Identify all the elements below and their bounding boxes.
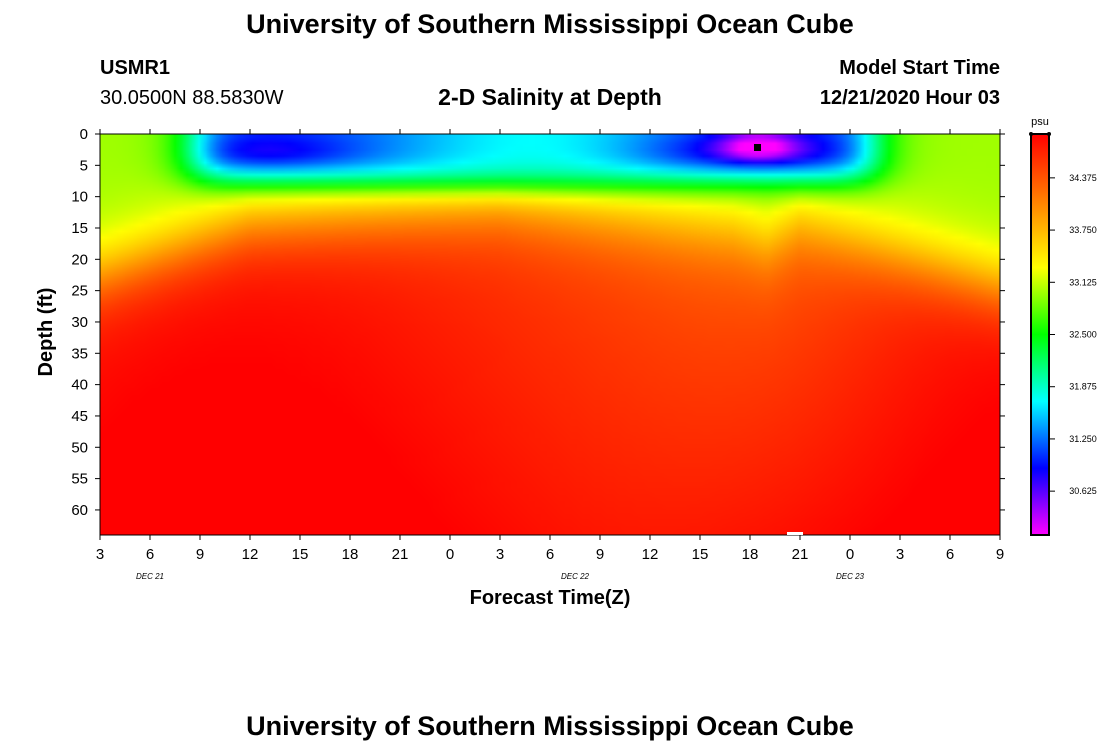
x-axis-label: Forecast Time(Z) <box>470 587 631 609</box>
x-tick-label: 9 <box>596 546 604 563</box>
colorbar-unit: psu <box>1031 116 1049 128</box>
y-tick-label: 25 <box>71 283 88 300</box>
x-tick-label: 15 <box>292 546 309 563</box>
x-tick-label: 9 <box>996 546 1004 563</box>
colorbar-dot <box>1029 132 1033 136</box>
y-tick-label: 60 <box>71 502 88 519</box>
y-tick-label: 0 <box>80 126 88 143</box>
colorbar-tick-label: 33.125 <box>1069 277 1097 287</box>
y-tick-label: 35 <box>71 345 88 362</box>
x-axis: 3 6 9 12 15 18 21 0 3 6 9 12 15 18 21 0 3 6 9 DEC 21 DEC 22 D… <box>96 129 1004 581</box>
y-tick-label: 5 <box>80 157 88 174</box>
x-tick-label: 3 <box>496 546 504 563</box>
page-title: University of Southern Mississippi Ocean… <box>246 9 854 39</box>
x-tick-label: 0 <box>446 546 454 563</box>
date-label: DEC 23 <box>836 572 865 581</box>
white-marker <box>787 532 803 535</box>
date-label: DEC 21 <box>136 572 164 581</box>
y-tick-label: 40 <box>71 377 88 394</box>
x-tick-label: 9 <box>196 546 204 563</box>
y-tick-label: 55 <box>71 471 88 488</box>
y-tick-label: 10 <box>71 189 88 206</box>
x-tick-label: 12 <box>642 546 659 563</box>
salinity-heatmap <box>100 134 1000 535</box>
x-tick-label: 6 <box>546 546 554 563</box>
model-start-label: Model Start Time <box>839 57 1000 79</box>
y-tick-label: 30 <box>71 314 88 331</box>
x-tick-label: 6 <box>946 546 954 563</box>
station-id: USMR1 <box>100 57 171 79</box>
x-tick-label: 21 <box>792 546 809 563</box>
x-tick-label: 6 <box>146 546 154 563</box>
colorbar-tick-label: 30.625 <box>1069 486 1097 496</box>
colorbar-tick-label: 33.750 <box>1069 225 1097 235</box>
colorbar-scale <box>1030 133 1050 536</box>
colorbar-ticks: 34.375 33.750 33.125 32.500 31.875 31.250 30.6… <box>1049 173 1097 496</box>
black-square-marker <box>754 144 761 151</box>
salinity-field <box>100 134 1000 535</box>
x-tick-label: 21 <box>392 546 409 563</box>
colorbar-tick-label: 31.875 <box>1069 382 1097 392</box>
x-tick-label: 3 <box>96 546 104 563</box>
model-start-value: 12/21/2020 Hour 03 <box>819 87 1000 109</box>
x-tick-label: 0 <box>846 546 854 563</box>
colorbar-tick-label: 31.250 <box>1069 434 1097 444</box>
colorbar-dot <box>1047 132 1051 136</box>
y-axis: 0 5 10 15 20 25 30 35 40 45 50 55 60 <box>71 126 1005 519</box>
y-tick-label: 45 <box>71 408 88 425</box>
x-tick-label: 15 <box>692 546 709 563</box>
colorbar-tick-label: 34.375 <box>1069 173 1097 183</box>
colorbar-tick-label: 32.500 <box>1069 330 1097 340</box>
y-axis-label: Depth (ft) <box>35 288 57 377</box>
colorbar: psu 34.375 33.750 33.125 32.500 31.875 31.250… <box>1029 116 1097 536</box>
x-tick-label: 12 <box>242 546 259 563</box>
x-tick-label: 3 <box>896 546 904 563</box>
x-tick-label: 18 <box>342 546 359 563</box>
date-label: DEC 22 <box>561 572 590 581</box>
y-tick-label: 50 <box>71 439 88 456</box>
station-coords: 30.0500N 88.5830W <box>100 87 284 109</box>
chart-title: 2-D Salinity at Depth <box>438 84 662 110</box>
y-tick-label: 15 <box>71 220 88 237</box>
x-tick-label: 18 <box>742 546 759 563</box>
y-tick-label: 20 <box>71 251 88 268</box>
footer-title: University of Southern Mississippi Ocean… <box>246 711 854 741</box>
